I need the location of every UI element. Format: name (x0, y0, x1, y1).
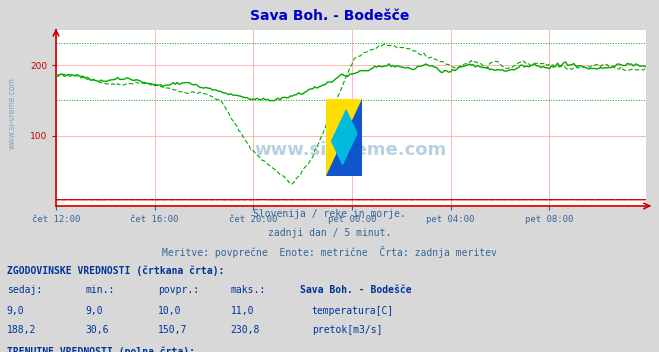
Polygon shape (326, 99, 362, 176)
Text: 10,0: 10,0 (158, 306, 182, 315)
Text: temperatura[C]: temperatura[C] (312, 306, 394, 315)
Text: maks.:: maks.: (231, 285, 266, 295)
Text: 150,7: 150,7 (158, 325, 188, 335)
Text: Slovenija / reke in morje.: Slovenija / reke in morje. (253, 209, 406, 219)
Text: zadnji dan / 5 minut.: zadnji dan / 5 minut. (268, 228, 391, 238)
Text: 30,6: 30,6 (86, 325, 109, 335)
Text: Sava Boh. - Bodešče: Sava Boh. - Bodešče (300, 285, 411, 295)
Text: 230,8: 230,8 (231, 325, 260, 335)
Text: TRENUTNE VREDNOSTI (polna črta):: TRENUTNE VREDNOSTI (polna črta): (7, 347, 194, 352)
Polygon shape (331, 110, 357, 164)
Text: Meritve: povprečne  Enote: metrične  Črta: zadnja meritev: Meritve: povprečne Enote: metrične Črta:… (162, 246, 497, 258)
Text: 188,2: 188,2 (7, 325, 36, 335)
Text: www.si-vreme.com: www.si-vreme.com (8, 77, 17, 149)
Text: Sava Boh. - Bodešče: Sava Boh. - Bodešče (250, 9, 409, 23)
Text: www.si-vreme.com: www.si-vreme.com (255, 140, 447, 159)
Text: ZGODOVINSKE VREDNOSTI (črtkana črta):: ZGODOVINSKE VREDNOSTI (črtkana črta): (7, 266, 224, 276)
Text: 9,0: 9,0 (7, 306, 24, 315)
Text: sedaj:: sedaj: (7, 285, 42, 295)
Text: min.:: min.: (86, 285, 115, 295)
Polygon shape (326, 99, 362, 176)
Text: povpr.:: povpr.: (158, 285, 199, 295)
Text: 9,0: 9,0 (86, 306, 103, 315)
Text: pretok[m3/s]: pretok[m3/s] (312, 325, 382, 335)
Text: 11,0: 11,0 (231, 306, 254, 315)
